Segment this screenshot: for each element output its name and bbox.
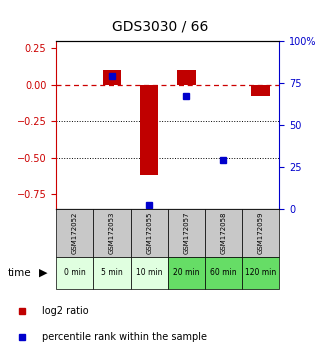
Bar	[93, 257, 131, 289]
Text: ▶: ▶	[39, 268, 48, 278]
Text: GSM172058: GSM172058	[221, 211, 227, 254]
Bar	[205, 257, 242, 289]
Text: percentile rank within the sample: percentile rank within the sample	[42, 332, 207, 342]
Text: 20 min: 20 min	[173, 268, 200, 277]
Bar	[140, 85, 159, 175]
Bar	[242, 209, 279, 257]
Bar	[103, 70, 121, 85]
Text: 0 min: 0 min	[64, 268, 86, 277]
Text: GSM172052: GSM172052	[72, 212, 78, 254]
Text: 60 min: 60 min	[210, 268, 237, 277]
Text: GSM172059: GSM172059	[258, 211, 264, 254]
Bar	[93, 209, 131, 257]
Bar	[168, 257, 205, 289]
Bar	[251, 85, 270, 96]
Text: time: time	[8, 268, 32, 278]
Bar	[131, 209, 168, 257]
Bar	[177, 70, 195, 85]
Bar	[242, 257, 279, 289]
Bar	[131, 257, 168, 289]
Bar	[205, 209, 242, 257]
Text: GSM172057: GSM172057	[183, 211, 189, 254]
Text: log2 ratio: log2 ratio	[42, 306, 88, 316]
Bar	[56, 257, 93, 289]
Text: 10 min: 10 min	[136, 268, 162, 277]
Text: 120 min: 120 min	[245, 268, 276, 277]
Text: 5 min: 5 min	[101, 268, 123, 277]
Bar	[56, 209, 93, 257]
Bar	[168, 209, 205, 257]
Text: GDS3030 / 66: GDS3030 / 66	[112, 19, 209, 34]
Text: GSM172053: GSM172053	[109, 211, 115, 254]
Text: GSM172055: GSM172055	[146, 212, 152, 254]
